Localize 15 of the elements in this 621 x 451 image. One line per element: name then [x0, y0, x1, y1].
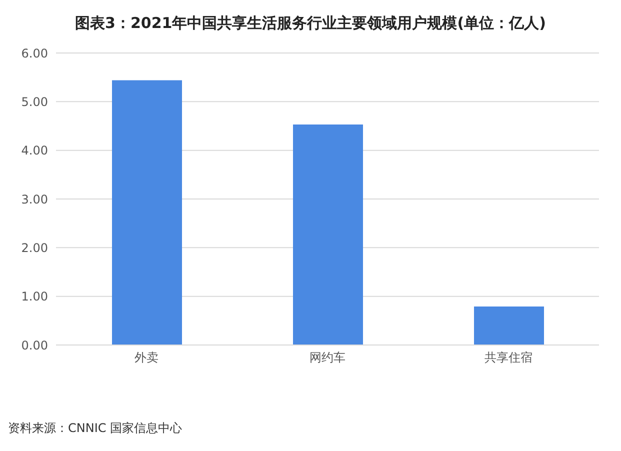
x-tick-label: 网约车 — [310, 350, 346, 365]
y-tick-label: 5.00 — [21, 94, 48, 109]
x-tick-label: 外卖 — [134, 350, 158, 365]
y-tick-label: 4.00 — [21, 144, 48, 158]
x-tick-label: 共享住宿 — [484, 350, 532, 365]
y-tick-label: 2.00 — [21, 240, 48, 255]
y-tick-label: 1.00 — [21, 290, 48, 304]
bar — [293, 124, 363, 345]
text: 资料来源：CNNIC 国家信息中心 — [8, 420, 182, 437]
y-tick-label: 0.00 — [21, 338, 48, 352]
bar — [112, 80, 182, 345]
y-tick-label: 6.00 — [21, 46, 48, 60]
chart-title: 图表3：2021年中国共享生活服务行业主要领域用户规模(单位：亿人) — [74, 13, 547, 33]
bar — [474, 306, 544, 345]
y-tick-label: 3.00 — [21, 192, 48, 206]
